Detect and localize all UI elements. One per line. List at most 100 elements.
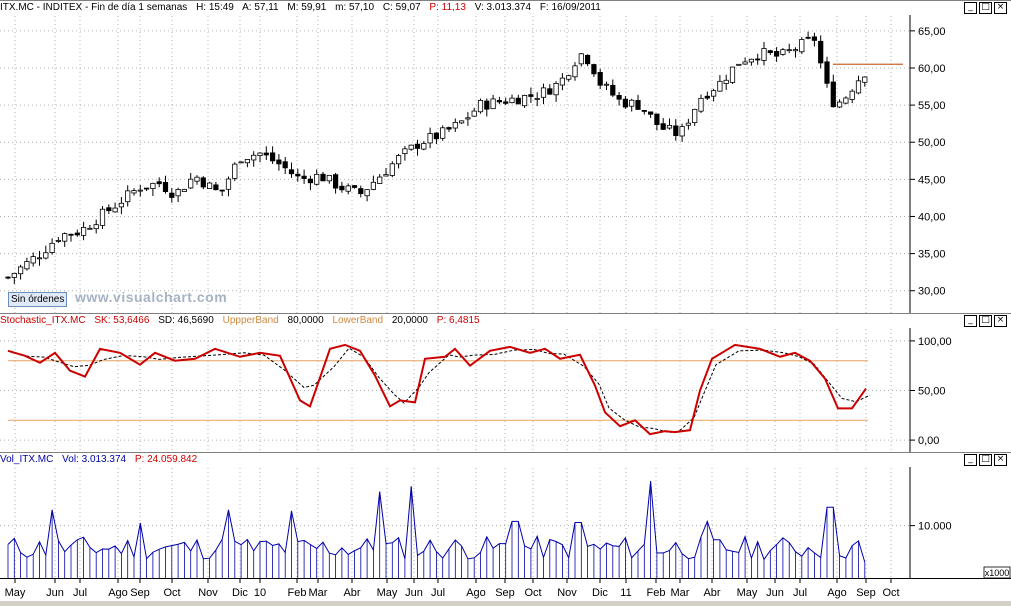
x-tick-label: Jun — [46, 587, 64, 599]
candle — [421, 143, 427, 150]
x-tick-label: May — [5, 587, 26, 599]
y-tick-label: 55,00 — [918, 100, 946, 112]
close-button[interactable]: × — [994, 454, 1007, 466]
sd-line — [11, 347, 871, 434]
volume-pane[interactable]: Vol_ITX.MC Vol: 3.013.374 P: 24.059.842 … — [0, 452, 1011, 579]
candle — [238, 161, 244, 164]
candle — [711, 90, 717, 97]
volume-chart[interactable]: 10.000 x1000 — [0, 453, 1011, 579]
time-axis[interactable]: May Jun Jul Ago Sep Oct Nov Dic 10 Feb Mar Abr May Ju… — [0, 578, 1011, 601]
orders-badge[interactable]: Sin órdenes — [8, 292, 68, 307]
y-tick-label: 50,00 — [918, 137, 946, 149]
candle — [610, 84, 616, 96]
candle — [629, 99, 635, 107]
candle — [471, 110, 477, 117]
unit-label: x1000 — [985, 568, 1010, 578]
candle — [837, 101, 843, 108]
candle — [175, 189, 181, 197]
stochastic-pane[interactable]: Stochastic_ITX.MC SK: 53,6466 SD: 46,569… — [0, 313, 1011, 453]
candle — [811, 36, 818, 41]
candle — [188, 178, 194, 189]
x-tick-label: Oct — [163, 587, 180, 599]
x-tick-label: Feb — [647, 587, 666, 599]
price-pane[interactable]: ITX.MC - INDITEX - Fin de día 1 semanas … — [0, 0, 1011, 314]
x-tick-label: Nov — [198, 587, 218, 599]
candle — [465, 117, 471, 120]
candle — [408, 144, 414, 150]
candle — [345, 185, 351, 192]
candle — [219, 189, 225, 192]
minimize-button[interactable]: _ — [964, 454, 977, 466]
price-chart[interactable]: 65,00 60,00 55,00 50,00 45,00 40,00 35,00 30,00 — [0, 1, 1011, 314]
candle — [169, 192, 175, 198]
candle — [332, 174, 339, 189]
candle — [137, 189, 143, 192]
candle — [150, 182, 156, 189]
candle — [528, 94, 534, 97]
volume-line — [7, 481, 866, 563]
candle — [622, 98, 629, 108]
close-button[interactable]: × — [994, 2, 1007, 14]
candle — [458, 120, 465, 124]
y-tick-label: 40,00 — [918, 211, 946, 223]
x-tick-label: Jul — [431, 587, 445, 599]
candle — [131, 190, 137, 194]
x-tick-label: Oct — [524, 587, 541, 599]
maximize-button[interactable]: □ — [979, 315, 992, 327]
candle — [780, 49, 786, 55]
candle — [377, 176, 383, 184]
candle — [200, 177, 206, 188]
candle — [301, 175, 307, 179]
candle — [244, 159, 250, 164]
candle — [446, 127, 452, 130]
candle — [496, 100, 503, 103]
volume-header: Vol_ITX.MC Vol: 3.013.374 P: 24.059.842 — [0, 454, 198, 465]
candle — [534, 98, 540, 100]
candle — [673, 125, 679, 136]
candle — [125, 190, 131, 203]
candle — [660, 123, 666, 130]
candle — [559, 77, 566, 86]
minimize-button[interactable]: _ — [964, 315, 977, 327]
candle — [68, 233, 74, 236]
candle — [585, 54, 591, 65]
maximize-button[interactable]: □ — [979, 454, 992, 466]
x-tick-label: Sep — [856, 587, 876, 599]
maximize-button[interactable]: □ — [979, 2, 992, 14]
y-tick-label: 10.000 — [918, 521, 952, 533]
candle — [5, 276, 11, 279]
candle — [824, 61, 830, 84]
candle — [490, 98, 496, 110]
candle — [830, 81, 836, 108]
x-tick-label: Jun — [766, 587, 784, 599]
candle — [320, 173, 326, 182]
x-tick-label: Ago — [108, 587, 128, 599]
candle — [17, 266, 24, 275]
candle — [24, 261, 30, 270]
candle — [843, 97, 849, 104]
candle — [818, 40, 824, 64]
x-tick-label: Jul — [73, 587, 87, 599]
x-tick-label: Jul — [793, 587, 807, 599]
candle — [276, 159, 282, 165]
candle — [74, 232, 80, 236]
candle — [792, 49, 799, 52]
candle — [723, 79, 729, 84]
stochastic-chart[interactable]: 100,00 50,00 0,00 — [0, 314, 1011, 453]
x-tick-label: Ago — [827, 587, 847, 599]
candle — [106, 207, 112, 212]
candle — [729, 66, 736, 83]
candle — [370, 181, 377, 190]
y-tick-label: 50,00 — [918, 386, 946, 398]
candle — [383, 174, 389, 177]
price-header: ITX.MC - INDITEX - Fin de día 1 semanas … — [0, 2, 601, 13]
minimize-button[interactable]: _ — [964, 2, 977, 14]
close-button[interactable]: × — [994, 315, 1007, 327]
candle — [635, 100, 641, 110]
candle — [742, 61, 748, 65]
x-tick-label: Jun — [405, 587, 423, 599]
candle — [774, 51, 780, 57]
candle — [849, 90, 855, 100]
candle — [30, 256, 36, 264]
candle — [452, 122, 458, 129]
